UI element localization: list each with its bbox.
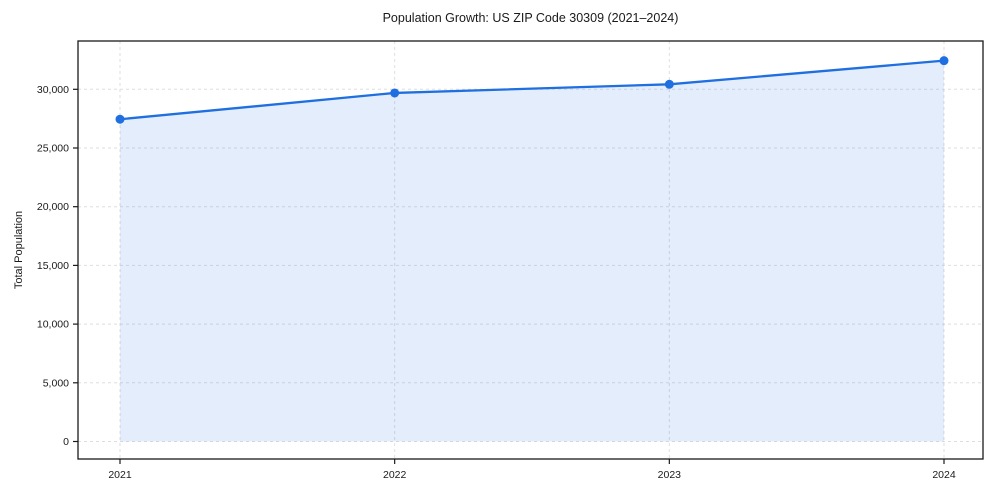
chart-title: Population Growth: US ZIP Code 30309 (20… (382, 11, 679, 25)
y-tick-label: 0 (63, 436, 69, 448)
y-tick-label: 30,000 (37, 84, 69, 96)
data-point-2024 (939, 56, 949, 66)
area-fill (120, 60, 944, 442)
x-tick-label: 2022 (383, 469, 407, 481)
x-tick-label: 2023 (658, 469, 682, 481)
x-tick-label: 2024 (932, 469, 956, 481)
series-line (118, 59, 946, 121)
y-tick-label: 20,000 (37, 201, 69, 213)
y-tick-label: 15,000 (37, 260, 69, 272)
data-point-2023 (664, 79, 674, 89)
data-point-2022 (390, 88, 400, 98)
y-tick-label: 5,000 (43, 377, 69, 389)
data-point-2021 (115, 114, 125, 124)
x-tick-label: 2021 (108, 469, 132, 481)
y-tick-label: 10,000 (37, 319, 69, 331)
plot-border (77, 40, 984, 460)
y-tick-label: 25,000 (37, 143, 69, 155)
